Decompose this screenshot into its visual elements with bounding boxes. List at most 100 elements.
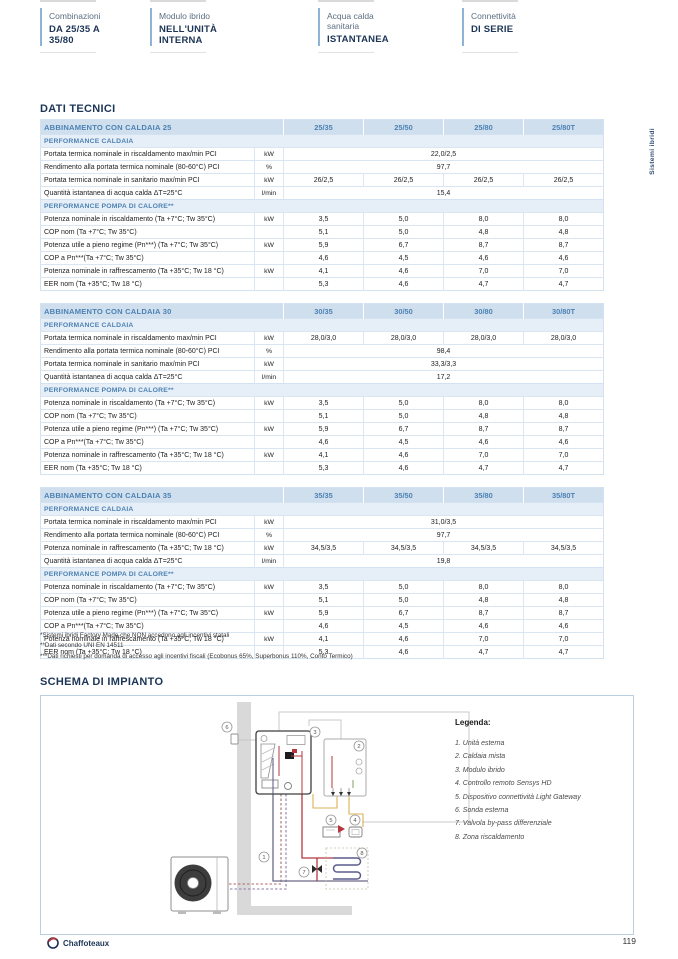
row-value: 4,6 (283, 619, 364, 633)
callout-2: 2 (353, 740, 365, 752)
row-value: 8,0 (523, 212, 604, 226)
row-value: 4,6 (523, 619, 604, 633)
table-row: COP a Pn***(Ta +7°C; Tw 35°C) 4,6 4,5 4,6 4,… (40, 251, 604, 265)
table-row: COP a Pn***(Ta +7°C; Tw 35°C) 4,6 4,5 4,6 4,… (40, 619, 604, 633)
row-label: Potenza nominale in raffrescamento (Ta +… (40, 632, 255, 646)
row-value: 4,6 (283, 251, 364, 265)
row-label: Rendimento alla portata termica nominale… (40, 344, 255, 358)
legend-item-number: 8. (455, 833, 461, 841)
row-value: 4,6 (363, 461, 444, 475)
row-label: Potenza nominale in raffrescamento (Ta +… (40, 264, 255, 278)
row-value: 5,1 (283, 409, 364, 423)
legend-item-number: 5. (455, 793, 461, 801)
row-label: Potenza utile a pieno regime (Pn***) (Ta… (40, 422, 255, 436)
footnote: **Dati secondo UNI EN 14511 (40, 642, 124, 650)
svg-text:1: 1 (262, 855, 265, 861)
legend-item-label: Zona riscaldamento (462, 833, 525, 841)
svg-text:5: 5 (329, 818, 332, 824)
data-table: ABBINAMENTO CON CALDAIA 30 30/35 30/50 30/8… (40, 303, 604, 475)
row-value: 4,1 (283, 632, 364, 646)
row-unit: kW (254, 448, 284, 462)
row-value: 5,9 (283, 238, 364, 252)
row-label: COP nom (Ta +7°C; Tw 35°C) (40, 225, 255, 239)
row-value: 5,9 (283, 606, 364, 620)
row-unit: kW (254, 238, 284, 252)
column-header: 35/35 (283, 487, 364, 503)
row-unit: kW (254, 580, 284, 594)
legend-item-label: Valvola by-pass differenziale (462, 820, 552, 828)
table-row: Quantità istantanea di acqua calda ΔT=25… (40, 186, 604, 200)
row-value: 6,7 (363, 606, 444, 620)
row-value: 4,6 (523, 435, 604, 449)
row-value: 7,0 (523, 448, 604, 462)
table-row: COP nom (Ta +7°C; Tw 35°C) 5,1 5,0 4,8 4,8 (40, 409, 604, 423)
row-label: COP a Pn***(Ta +7°C; Tw 35°C) (40, 619, 255, 633)
floor (244, 906, 352, 915)
row-value: 4,8 (523, 593, 604, 607)
row-label: COP nom (Ta +7°C; Tw 35°C) (40, 593, 255, 607)
section-row: PERFORMANCE POMPA DI CALORE** (40, 383, 604, 397)
row-value: 4,6 (363, 448, 444, 462)
row-unit (254, 225, 284, 239)
feature-subtitle: NELL'UNITÀ INTERNA (159, 24, 218, 46)
row-unit: l/min (254, 186, 284, 200)
feature-title: Connettività (471, 11, 516, 21)
row-value: 6,7 (363, 238, 444, 252)
row-value: 7,0 (443, 448, 524, 462)
row-value: 5,0 (363, 580, 444, 594)
crop-mark (40, 0, 96, 2)
outdoor-sensor (230, 733, 239, 745)
signal-arrow (338, 825, 345, 833)
crop-mark (150, 0, 206, 2)
row-value: 8,7 (523, 422, 604, 436)
row-label: Quantità istantanea di acqua calda ΔT=25… (40, 370, 255, 384)
table-row: Potenza nominale in riscaldamento (Ta +7… (40, 396, 604, 410)
row-label: Quantità istantanea di acqua calda ΔT=25… (40, 186, 255, 200)
legend-item: 6. Sonda esterna (455, 804, 627, 817)
section-row: PERFORMANCE POMPA DI CALORE** (40, 567, 604, 581)
legend-item: 7. Valvola by-pass differenziale (455, 817, 627, 830)
feature-block: Modulo ibrido NELL'UNITÀ INTERNA (150, 8, 217, 46)
row-label: Rendimento alla portata termica nominale… (40, 160, 255, 174)
legend-item-number: 7. (455, 820, 461, 828)
row-label: Potenza utile a pieno regime (Pn***) (Ta… (40, 238, 255, 252)
svg-text:4: 4 (353, 818, 357, 824)
row-value: 5,0 (363, 225, 444, 239)
pump (284, 782, 292, 790)
crop-mark (150, 52, 206, 53)
data-table: ABBINAMENTO CON CALDAIA 35 35/35 35/50 35/8… (40, 487, 604, 659)
legend-item: 5. Dispositivo connettività Light Gatewa… (455, 791, 627, 804)
crop-mark (318, 52, 374, 53)
row-value: 8,0 (443, 396, 524, 410)
table-row: EER nom (Ta +35°C; Tw 18 °C) 5,3 4,6 4,7 4,7 (40, 277, 604, 291)
crop-mark (40, 52, 96, 53)
section-label: PERFORMANCE POMPA DI CALORE** (40, 567, 604, 581)
table-title: ABBINAMENTO CON CALDAIA 30 (40, 303, 284, 319)
table-row: Portata termica nominale in sanitario ma… (40, 173, 604, 187)
row-value: 4,7 (443, 277, 524, 291)
callout-7: 7 (298, 866, 310, 878)
brand-logo-icon (47, 937, 59, 949)
svg-text:8: 8 (360, 851, 363, 857)
crop-mark (462, 0, 518, 2)
row-unit: kW (254, 515, 284, 529)
feature-block: Acqua calda sanitaria ISTANTANEA (318, 8, 389, 46)
row-value: 4,6 (363, 632, 444, 646)
row-value: 4,8 (443, 593, 524, 607)
column-header: 25/80T (523, 119, 604, 135)
row-value: 5,3 (283, 277, 364, 291)
row-unit: kW (254, 606, 284, 620)
row-label: EER nom (Ta +35°C; Tw 18 °C) (40, 645, 255, 659)
callout-5: 5 (325, 814, 337, 826)
column-header: 25/50 (363, 119, 444, 135)
return-pipe (272, 794, 368, 882)
row-value: 8,7 (443, 606, 524, 620)
section-row: PERFORMANCE POMPA DI CALORE** (40, 199, 604, 213)
schema-box: 1 2 3 4 5 6 7 8 Legenda: 1. Unità estern… (40, 695, 634, 935)
row-unit: kW (254, 422, 284, 436)
side-tab-label: Sistemi ibridi (649, 128, 656, 175)
row-value: 7,0 (523, 264, 604, 278)
legend: Legenda: 1. Unità esterna 2. Caldaia mist… (455, 718, 627, 844)
callout-4: 4 (349, 814, 361, 826)
row-label: Portata termica nominale in sanitario ma… (40, 357, 255, 371)
